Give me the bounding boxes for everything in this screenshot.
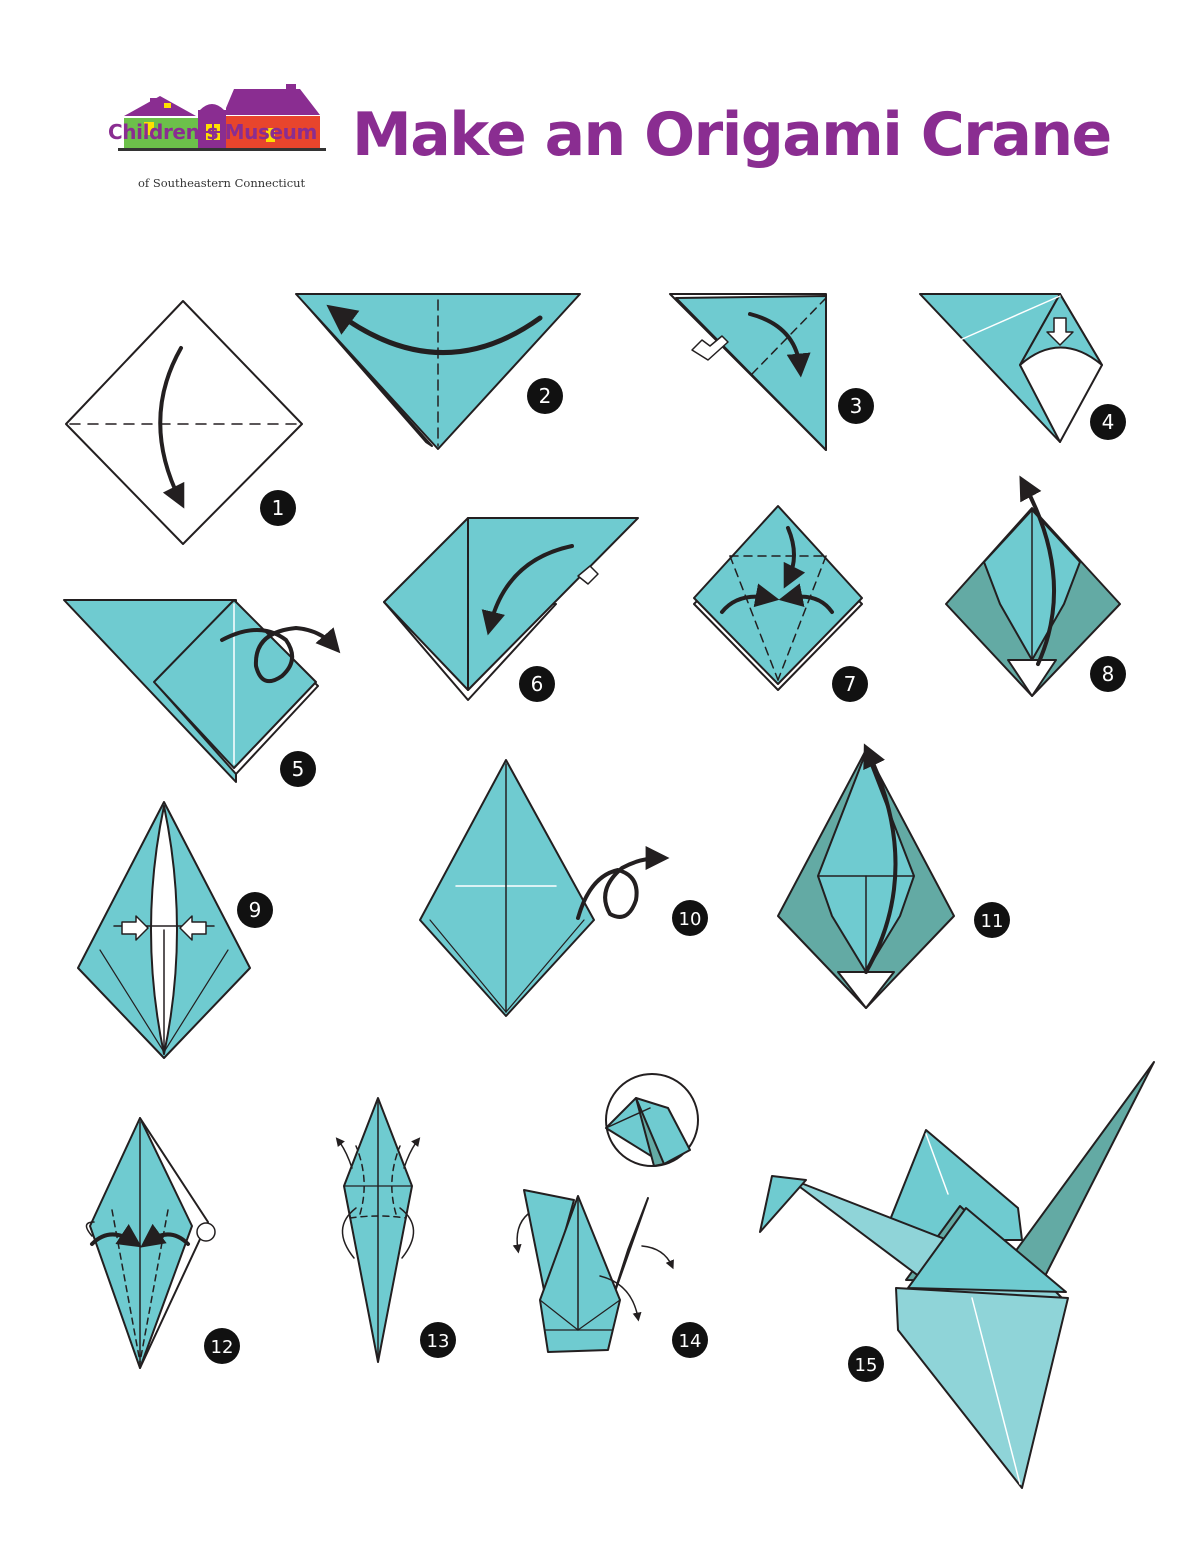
logo-subtitle: of Southeastern Connecticut xyxy=(138,176,306,190)
step-number-badge: 8 xyxy=(1090,656,1126,692)
step-number: 7 xyxy=(844,672,857,696)
step-number: 10 xyxy=(679,909,702,930)
step-8-diagram xyxy=(945,475,1121,697)
step-number-badge: 5 xyxy=(280,751,316,787)
house-logo-icon xyxy=(118,84,326,151)
step-number: 11 xyxy=(981,911,1004,932)
logo-name: Children’s Museum xyxy=(108,120,317,144)
step-number-badge: 2 xyxy=(527,378,563,414)
step-12-diagram xyxy=(85,1117,216,1369)
step-number: 9 xyxy=(249,898,262,922)
step-number-badge: 10 xyxy=(672,900,708,936)
step-number: 3 xyxy=(850,394,863,418)
step-number-badge: 9 xyxy=(237,892,273,928)
step-11-diagram xyxy=(777,743,955,1009)
page-title: Make an Origami Crane xyxy=(352,100,1112,170)
step-number-badge: 12 xyxy=(204,1328,240,1364)
step-4-diagram xyxy=(919,293,1103,443)
step-number: 4 xyxy=(1102,410,1115,434)
step-number-badge: 15 xyxy=(848,1346,884,1382)
step-3-diagram xyxy=(669,293,827,451)
step-2-diagram xyxy=(295,293,581,450)
step-number: 15 xyxy=(855,1355,878,1376)
step-number-badge: 7 xyxy=(832,666,868,702)
step-number: 8 xyxy=(1102,662,1115,686)
step-number: 5 xyxy=(292,757,305,781)
step-number: 2 xyxy=(539,384,552,408)
step-1-diagram xyxy=(65,300,303,545)
step-number-badge: 1 xyxy=(260,490,296,526)
step-10-diagram xyxy=(419,759,670,1017)
step-number-badge: 6 xyxy=(519,666,555,702)
step-7-diagram xyxy=(693,505,863,691)
step-13-diagram xyxy=(335,1097,421,1363)
step-number: 13 xyxy=(427,1331,450,1352)
step-9-diagram xyxy=(77,801,251,1059)
step-number-badge: 14 xyxy=(672,1322,708,1358)
step-number-badge: 13 xyxy=(420,1322,456,1358)
step-number-badge: 4 xyxy=(1090,404,1126,440)
step-number: 1 xyxy=(272,496,285,520)
step-6-diagram xyxy=(383,517,639,701)
step-number-badge: 11 xyxy=(974,902,1010,938)
step-number: 12 xyxy=(211,1337,234,1358)
step-number-badge: 3 xyxy=(838,388,874,424)
step-number: 14 xyxy=(679,1331,702,1352)
step-15-crane xyxy=(759,1061,1155,1489)
step-number: 6 xyxy=(531,672,544,696)
step-5-diagram xyxy=(63,599,341,783)
step-14-diagram xyxy=(512,1073,699,1353)
